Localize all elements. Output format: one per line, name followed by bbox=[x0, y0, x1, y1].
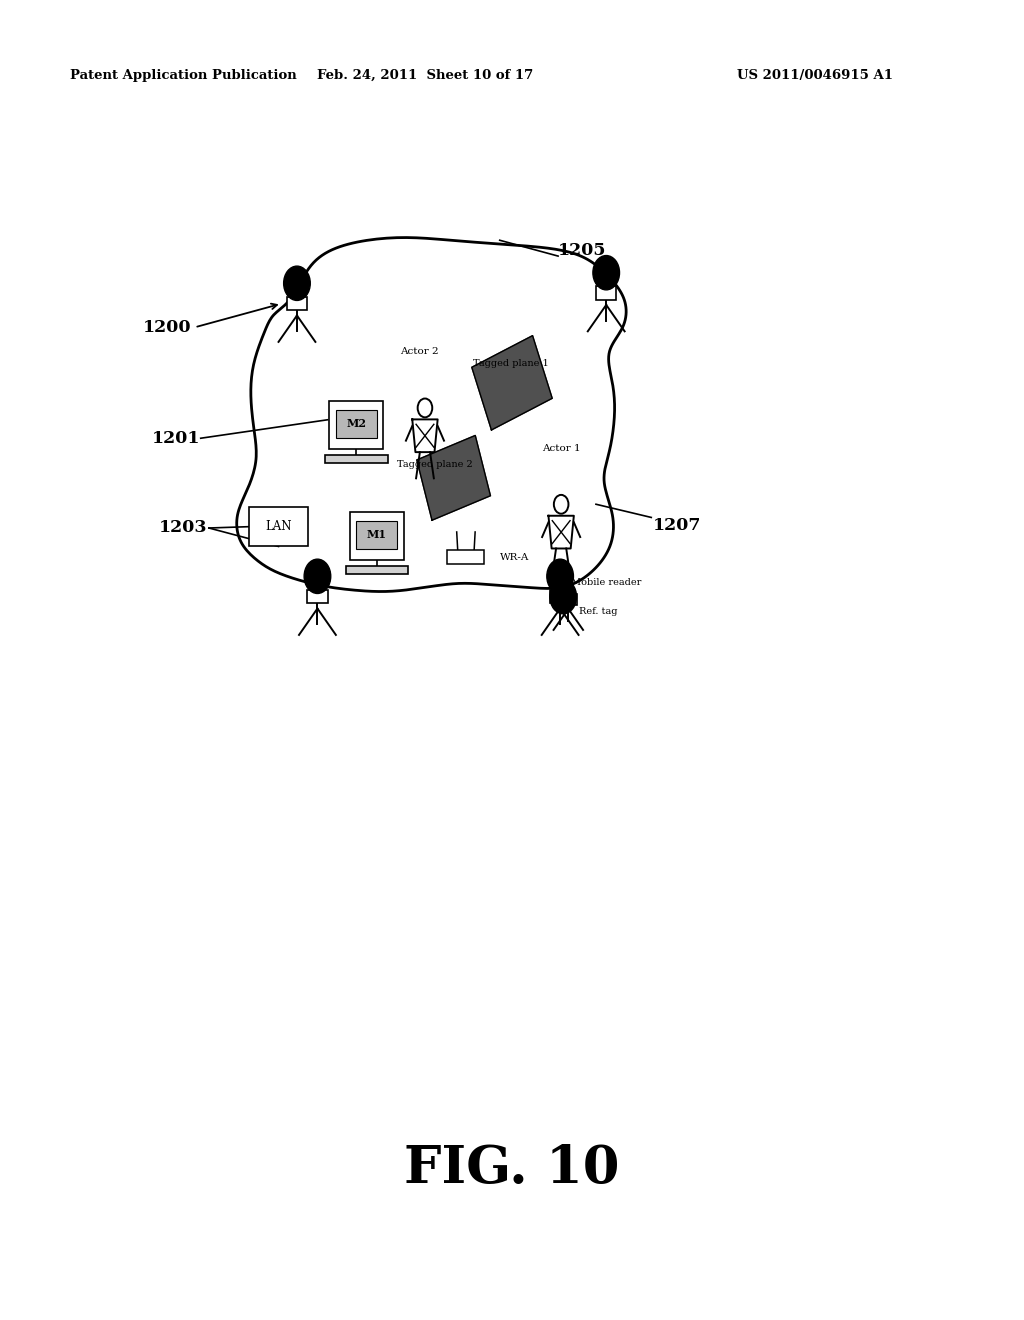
Circle shape bbox=[304, 560, 331, 594]
Text: 1200: 1200 bbox=[143, 319, 191, 335]
Text: M2: M2 bbox=[346, 417, 367, 429]
FancyBboxPatch shape bbox=[307, 590, 328, 603]
Text: US 2011/0046915 A1: US 2011/0046915 A1 bbox=[737, 69, 893, 82]
FancyBboxPatch shape bbox=[330, 401, 383, 449]
Polygon shape bbox=[472, 335, 552, 430]
FancyBboxPatch shape bbox=[596, 286, 616, 300]
Circle shape bbox=[418, 399, 432, 417]
Text: 1205: 1205 bbox=[558, 243, 606, 259]
Text: Tagged plane 1: Tagged plane 1 bbox=[473, 359, 549, 367]
FancyBboxPatch shape bbox=[287, 297, 307, 310]
Circle shape bbox=[547, 560, 573, 594]
Circle shape bbox=[554, 495, 568, 513]
Circle shape bbox=[593, 256, 620, 290]
Text: WR-A: WR-A bbox=[500, 553, 529, 561]
Text: M1: M1 bbox=[367, 528, 387, 540]
FancyBboxPatch shape bbox=[356, 520, 397, 549]
Text: Tagged plane 2: Tagged plane 2 bbox=[397, 461, 473, 469]
Text: Patent Application Publication: Patent Application Publication bbox=[70, 69, 296, 82]
Circle shape bbox=[284, 267, 310, 301]
FancyBboxPatch shape bbox=[560, 594, 577, 605]
FancyBboxPatch shape bbox=[249, 507, 308, 546]
FancyBboxPatch shape bbox=[346, 566, 408, 574]
Text: LAN: LAN bbox=[265, 520, 292, 533]
Text: 1203: 1203 bbox=[159, 520, 207, 536]
FancyBboxPatch shape bbox=[326, 455, 387, 463]
Text: Actor 1: Actor 1 bbox=[542, 444, 581, 453]
FancyBboxPatch shape bbox=[447, 550, 484, 564]
Circle shape bbox=[550, 579, 577, 614]
FancyBboxPatch shape bbox=[550, 590, 570, 603]
FancyBboxPatch shape bbox=[336, 409, 377, 438]
FancyBboxPatch shape bbox=[350, 512, 403, 560]
Text: Actor 2: Actor 2 bbox=[400, 347, 439, 356]
Text: Mobile reader: Mobile reader bbox=[571, 578, 642, 587]
Text: Ref. tag: Ref. tag bbox=[579, 607, 617, 616]
Polygon shape bbox=[417, 436, 490, 520]
Text: FIG. 10: FIG. 10 bbox=[404, 1143, 620, 1193]
Text: Feb. 24, 2011  Sheet 10 of 17: Feb. 24, 2011 Sheet 10 of 17 bbox=[316, 69, 534, 82]
Text: 1201: 1201 bbox=[152, 430, 200, 446]
Text: 1207: 1207 bbox=[653, 517, 701, 533]
